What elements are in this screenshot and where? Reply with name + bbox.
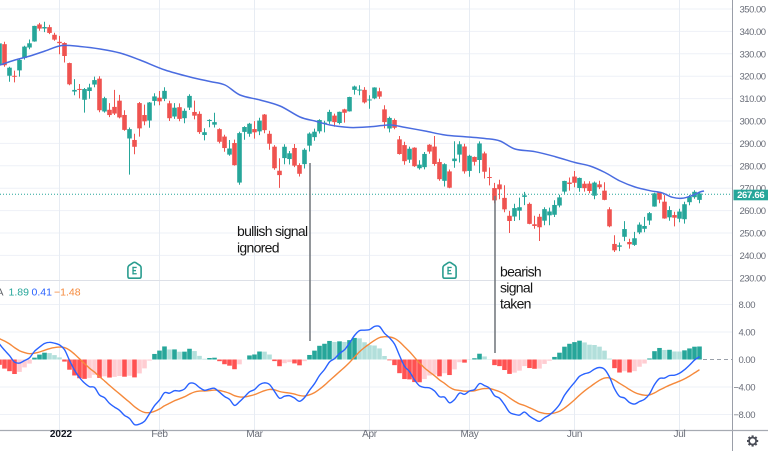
svg-text:1.89: 1.89: [9, 287, 30, 299]
svg-text:267.66: 267.66: [737, 190, 764, 201]
svg-text:Mar: Mar: [246, 429, 263, 440]
svg-text:230.00: 230.00: [740, 273, 766, 284]
svg-text:0.41: 0.41: [32, 287, 53, 299]
svg-text:8.00: 8.00: [739, 300, 756, 311]
svg-text:Apr: Apr: [362, 429, 378, 440]
svg-text:Jul: Jul: [674, 429, 686, 440]
svg-text:340.00: 340.00: [740, 27, 766, 38]
svg-text:A: A: [0, 287, 4, 299]
svg-text:2022: 2022: [50, 429, 73, 440]
svg-text:240.00: 240.00: [740, 251, 766, 262]
svg-text:May: May: [461, 429, 479, 440]
svg-text:−4.00: −4.00: [733, 383, 755, 394]
svg-text:350.00: 350.00: [740, 5, 766, 16]
svg-text:330.00: 330.00: [740, 49, 766, 60]
svg-text:270.00: 270.00: [740, 184, 766, 195]
svg-text:Feb: Feb: [151, 429, 168, 440]
svg-text:320.00: 320.00: [740, 72, 766, 83]
svg-text:signal: signal: [500, 280, 533, 296]
svg-text:ignored: ignored: [237, 240, 279, 256]
svg-text:bullish signal: bullish signal: [237, 223, 308, 239]
svg-text:Jun: Jun: [567, 429, 582, 440]
svg-text:0.00: 0.00: [739, 355, 756, 366]
svg-text:bearish: bearish: [500, 264, 541, 280]
svg-text:4.00: 4.00: [739, 328, 756, 339]
svg-text:−8.00: −8.00: [733, 410, 755, 421]
svg-text:−1.48: −1.48: [54, 287, 81, 299]
svg-text:290.00: 290.00: [740, 139, 766, 150]
svg-text:250.00: 250.00: [740, 229, 766, 240]
svg-text:260.00: 260.00: [740, 206, 766, 217]
svg-text:taken: taken: [500, 296, 531, 312]
svg-text:280.00: 280.00: [740, 161, 766, 172]
svg-text:310.00: 310.00: [740, 94, 766, 105]
svg-text:300.00: 300.00: [740, 117, 766, 128]
